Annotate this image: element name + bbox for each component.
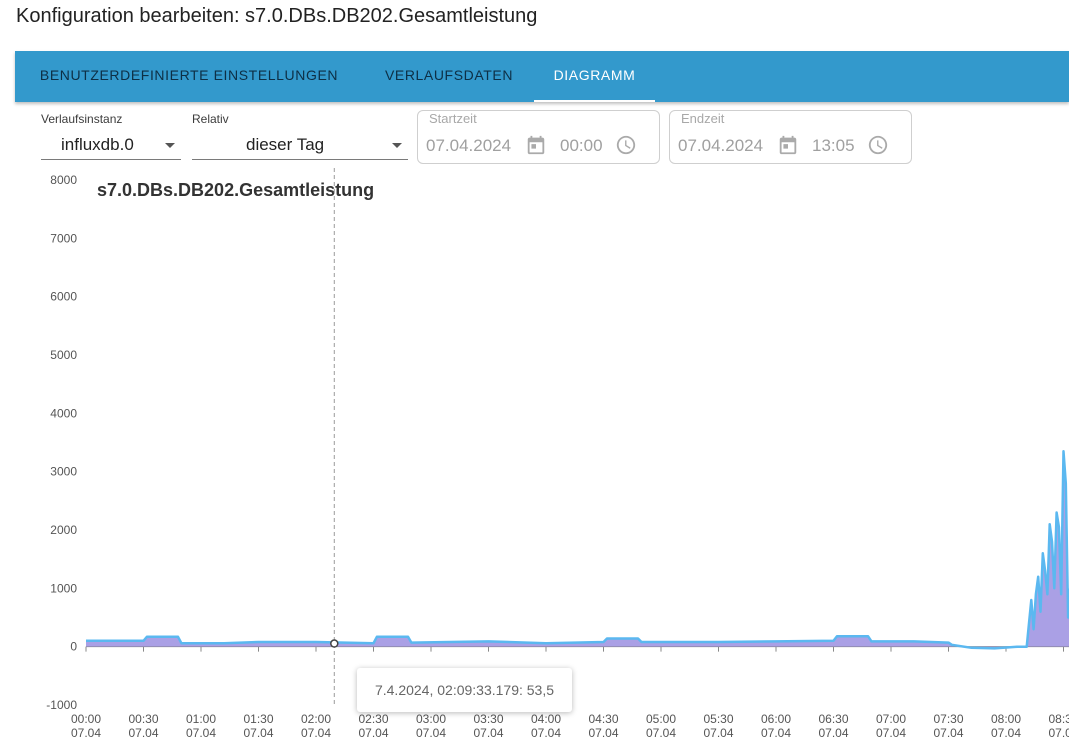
tab-chart[interactable]: DIAGRAMM — [534, 51, 655, 102]
x-tick-date: 07.04 — [531, 726, 561, 740]
x-tick-date: 07.04 — [71, 726, 101, 740]
relative-select[interactable]: dieser Tag — [192, 131, 408, 160]
x-tick-time: 08:00 — [991, 712, 1021, 726]
instance-label: Verlaufsinstanz — [41, 112, 123, 126]
instance-value: influxdb.0 — [61, 135, 134, 154]
x-tick-time: 01:30 — [243, 712, 273, 726]
x-tick-date: 07.04 — [646, 726, 676, 740]
start-time-field: Startzeit 07.04.2024 00:00 — [417, 110, 660, 164]
calendar-icon[interactable] — [525, 134, 547, 156]
data-tooltip: 7.4.2024, 02:09:33.179: 53,5 — [357, 668, 572, 712]
y-axis: 8000 7000 6000 5000 4000 3000 2000 1000 0 -1000 — [46, 173, 1069, 712]
y-tick-label: 6000 — [50, 290, 77, 304]
x-tick-date: 07.04 — [128, 726, 158, 740]
x-tick-date: 07.04 — [1048, 726, 1069, 740]
tab-history-data[interactable]: VERLAUFSDATEN — [384, 67, 514, 83]
x-tick-time: 06:30 — [818, 712, 848, 726]
x-tick-time: 00:00 — [71, 712, 101, 726]
x-tick-time: 02:00 — [301, 712, 331, 726]
x-tick-date: 07.04 — [301, 726, 331, 740]
clock-icon[interactable] — [867, 134, 889, 156]
x-tick-date: 07.04 — [416, 726, 446, 740]
hover-point[interactable] — [330, 639, 339, 648]
x-tick-time: 00:30 — [128, 712, 158, 726]
x-tick-time: 06:00 — [761, 712, 791, 726]
y-tick-label: 5000 — [50, 348, 77, 362]
tab-bar: BENUTZERDEFINIERTE EINSTELLUNGEN VERLAUF… — [15, 51, 1069, 102]
end-date-input[interactable]: 07.04.2024 — [678, 136, 764, 155]
history-chart[interactable]: s7.0.DBs.DB202.Gesamtleistung 8000 7000 60… — [0, 168, 1069, 749]
chart-title: s7.0.DBs.DB202.Gesamtleistung — [97, 180, 374, 200]
x-tick-date: 07.04 — [991, 726, 1021, 740]
x-tick-time: 07:30 — [933, 712, 963, 726]
x-tick-date: 07.04 — [243, 726, 273, 740]
relative-label: Relativ — [192, 112, 229, 126]
x-tick-date: 07.04 — [876, 726, 906, 740]
x-tick-time: 02:30 — [358, 712, 388, 726]
page-title: Konfiguration bearbeiten: s7.0.DBs.DB202… — [16, 5, 538, 27]
y-tick-label: -1000 — [46, 698, 77, 712]
x-tick-date: 07.04 — [933, 726, 963, 740]
y-tick-label: 0 — [70, 640, 77, 654]
x-tick-time: 03:00 — [416, 712, 446, 726]
caret-down-icon — [392, 143, 402, 148]
x-tick-time: 08:30 — [1048, 712, 1069, 726]
x-tick-time: 04:30 — [588, 712, 618, 726]
calendar-icon[interactable] — [777, 134, 799, 156]
x-tick-time: 05:30 — [703, 712, 733, 726]
x-tick-time: 01:00 — [186, 712, 216, 726]
tab-custom-settings[interactable]: BENUTZERDEFINIERTE EINSTELLUNGEN — [39, 67, 339, 83]
x-axis: 00:0007.0400:3007.0401:0007.0401:3007.04… — [71, 646, 1069, 740]
x-tick-date: 07.04 — [761, 726, 791, 740]
x-tick-time: 07:00 — [876, 712, 906, 726]
x-tick-time: 05:00 — [646, 712, 676, 726]
x-tick-time: 04:00 — [531, 712, 561, 726]
y-tick-label: 1000 — [50, 581, 77, 595]
start-time-input[interactable]: 00:00 — [560, 136, 603, 155]
x-tick-date: 07.04 — [358, 726, 388, 740]
instance-select[interactable]: influxdb.0 — [41, 131, 181, 160]
end-time-input[interactable]: 13:05 — [812, 136, 855, 155]
caret-down-icon — [165, 143, 175, 148]
y-tick-label: 3000 — [50, 465, 77, 479]
end-time-field: Endzeit 07.04.2024 13:05 — [669, 110, 912, 164]
y-tick-label: 2000 — [50, 523, 77, 537]
start-time-legend: Startzeit — [428, 111, 478, 126]
x-tick-date: 07.04 — [588, 726, 618, 740]
x-tick-time: 03:30 — [473, 712, 503, 726]
x-tick-date: 07.04 — [703, 726, 733, 740]
x-tick-date: 07.04 — [186, 726, 216, 740]
x-tick-date: 07.04 — [473, 726, 503, 740]
start-date-input[interactable]: 07.04.2024 — [426, 136, 512, 155]
y-tick-label: 7000 — [50, 231, 77, 245]
series-area — [86, 451, 1069, 649]
x-tick-date: 07.04 — [818, 726, 848, 740]
relative-value: dieser Tag — [246, 135, 325, 154]
end-time-legend: Endzeit — [680, 111, 726, 126]
y-tick-label: 8000 — [50, 173, 77, 187]
y-tick-label: 4000 — [50, 406, 77, 420]
clock-icon[interactable] — [615, 134, 637, 156]
series-line — [86, 450, 1069, 650]
